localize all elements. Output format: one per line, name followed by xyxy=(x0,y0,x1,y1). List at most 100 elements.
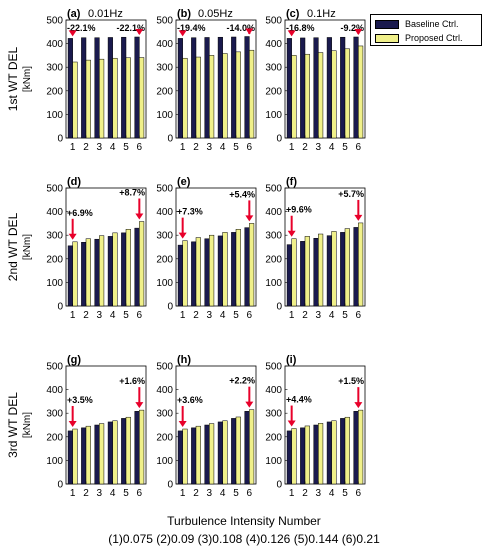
x-tick-label: 4 xyxy=(329,488,335,499)
bar-proposed xyxy=(344,228,350,307)
annotation-arrow-head xyxy=(68,30,77,37)
y-tick-label: 100 xyxy=(265,278,282,289)
annotation-label: +9.6% xyxy=(286,205,312,215)
bar-proposed xyxy=(304,53,310,139)
bar-proposed xyxy=(125,229,131,307)
annotation-arrow-head xyxy=(178,232,187,239)
x-tick-label: 1 xyxy=(180,142,186,153)
bar-proposed xyxy=(139,409,145,485)
bar-proposed xyxy=(195,56,201,139)
bar-baseline xyxy=(134,36,140,139)
y-tick-label: 200 xyxy=(265,432,282,443)
bar-proposed xyxy=(249,409,255,485)
bar-proposed xyxy=(195,425,201,485)
annotation-arrow-head xyxy=(287,30,296,37)
row-ylabel-3: 3rd WT DEL xyxy=(6,392,20,458)
row-unit-label-3: [kNm] xyxy=(22,412,33,438)
annotation-arrow-head xyxy=(135,213,144,220)
plot-area xyxy=(65,187,147,307)
panel-g: 0 100 200 300 400 500 1 2 3 4 5 6 (g) +3.5% +1.6% xyxy=(46,354,147,499)
annotation-label: -22.1% xyxy=(116,23,145,33)
row-ylabel-1: 1st WT DEL xyxy=(6,46,20,111)
bar-proposed xyxy=(344,48,350,139)
bar-proposed xyxy=(209,234,215,307)
x-tick-label: 2 xyxy=(302,310,308,321)
ti-caption: (1)0.075 (2)0.09 (3)0.108 (4)0.126 (5)0.… xyxy=(108,532,380,546)
legend-label-proposed: Proposed Ctrl. xyxy=(405,33,463,43)
y-tick-label: 400 xyxy=(265,39,282,50)
bar-baseline xyxy=(177,38,183,139)
x-tick-label: 5 xyxy=(123,488,129,499)
annotation-label: -9.2% xyxy=(340,23,364,33)
bar-baseline xyxy=(340,36,346,139)
bar-baseline xyxy=(191,241,197,307)
x-tick-label: 6 xyxy=(247,310,253,321)
bar-proposed xyxy=(99,58,105,139)
y-tick-label: 300 xyxy=(46,231,63,242)
x-tick-label: 1 xyxy=(70,310,76,321)
annotation-label: +2.2% xyxy=(229,376,255,386)
bar-baseline xyxy=(204,424,210,485)
annotation-arrow-head xyxy=(245,215,254,222)
plot-area xyxy=(65,365,147,485)
bar-baseline xyxy=(286,244,292,307)
bar-proposed xyxy=(85,59,91,139)
x-tick-label: 3 xyxy=(316,142,322,153)
bar-proposed xyxy=(358,409,364,485)
x-tick-label: 6 xyxy=(356,142,362,153)
plot-area xyxy=(284,19,366,139)
x-tick-label: 1 xyxy=(70,488,76,499)
bar-baseline xyxy=(107,421,113,485)
plot-area xyxy=(65,19,147,139)
bar-baseline xyxy=(191,427,197,485)
annotation-label: +3.5% xyxy=(67,395,93,405)
bar-proposed xyxy=(125,57,131,139)
y-tick-label: 0 xyxy=(167,480,173,491)
bar-proposed xyxy=(222,420,228,485)
bar-proposed xyxy=(112,232,118,307)
bar-baseline xyxy=(231,418,237,485)
x-tick-label: 1 xyxy=(289,142,295,153)
plot-area xyxy=(175,19,257,139)
bar-proposed xyxy=(72,428,78,485)
x-tick-label: 3 xyxy=(97,310,103,321)
y-tick-label: 300 xyxy=(265,231,282,242)
bar-proposed xyxy=(358,222,364,307)
x-tick-label: 6 xyxy=(356,310,362,321)
bar-proposed xyxy=(209,423,215,485)
y-tick-label: 400 xyxy=(156,385,173,396)
annotation-label: +6.9% xyxy=(67,208,93,218)
panel-label: (b) xyxy=(177,8,191,20)
panel-label: (i) xyxy=(286,354,297,366)
y-tick-label: 500 xyxy=(46,16,63,27)
x-tick-label: 4 xyxy=(220,310,226,321)
bar-proposed xyxy=(85,238,91,307)
bar-proposed xyxy=(222,53,228,139)
y-tick-label: 0 xyxy=(276,302,282,313)
annotation-label: +8.7% xyxy=(119,188,145,198)
y-tick-label: 300 xyxy=(265,63,282,74)
bar-proposed xyxy=(99,235,105,307)
bar-baseline xyxy=(121,232,127,307)
bar-baseline xyxy=(286,430,292,485)
bar-proposed xyxy=(318,52,324,139)
y-tick-label: 300 xyxy=(46,409,63,420)
annotation-label: -19.4% xyxy=(177,23,206,33)
bar-baseline xyxy=(353,227,359,307)
bar-baseline xyxy=(313,37,319,139)
bar-baseline xyxy=(134,411,140,485)
bar-proposed xyxy=(125,416,131,485)
y-tick-label: 0 xyxy=(57,302,63,313)
annotation-label: -22.1% xyxy=(67,23,96,33)
annotation-arrow-head xyxy=(178,421,187,428)
bar-proposed xyxy=(331,50,337,139)
y-tick-label: 300 xyxy=(265,409,282,420)
row-unit-label-2: [kNm] xyxy=(22,234,33,260)
x-tick-label: 1 xyxy=(180,310,186,321)
plot-area xyxy=(284,365,366,485)
bar-baseline xyxy=(134,227,140,307)
bar-proposed xyxy=(318,233,324,307)
bar-baseline xyxy=(191,37,197,139)
y-tick-label: 500 xyxy=(46,362,63,373)
